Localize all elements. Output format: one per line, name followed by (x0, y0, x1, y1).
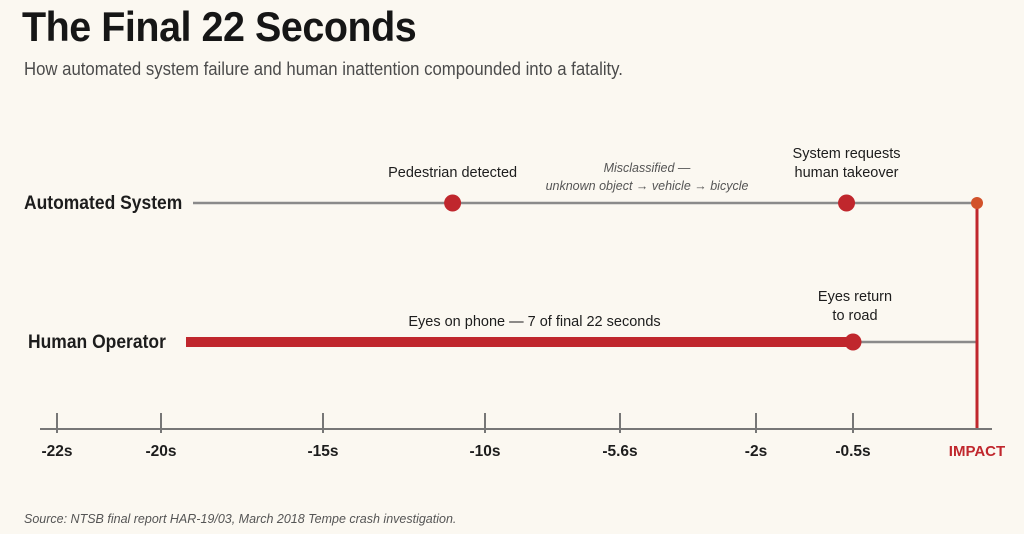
inattention-bar (186, 337, 853, 347)
system-event-label: System requests (793, 146, 901, 162)
axis-tick-label: -22s (41, 443, 72, 460)
human-lane-label: Human Operator (28, 330, 166, 352)
misclassified-note: Misclassified — (604, 161, 691, 175)
page-title: The Final 22 Seconds (22, 3, 417, 50)
misclassified-note-detail: unknown object → vehicle → bicycle (546, 179, 749, 193)
axis-tick-label: -2s (745, 443, 767, 460)
axis-tick-label: -20s (145, 443, 176, 460)
impact-label: IMPACT (949, 443, 1005, 460)
source-note: Source: NTSB final report HAR-19/03, Mar… (24, 512, 457, 526)
human-event-dot (844, 333, 862, 351)
page-subtitle: How automated system failure and human i… (24, 59, 623, 79)
system-event-dot (838, 194, 856, 212)
system-event-label: human takeover (795, 165, 899, 181)
inattention-label: Eyes on phone — 7 of final 22 seconds (408, 314, 660, 330)
timeline-diagram: Automated System Human Operator Pedestrian… (24, 146, 1005, 460)
system-lane-label: Automated System (24, 191, 182, 213)
human-event-label: Eyes return (818, 289, 892, 305)
axis-tick-label: -5.6s (602, 443, 637, 460)
axis-tick-label: -0.5s (835, 443, 870, 460)
axis-tick-label: -15s (307, 443, 338, 460)
impact-dot (971, 197, 983, 209)
system-event-label: Pedestrian detected (388, 165, 517, 181)
system-event-dot (444, 194, 462, 212)
axis-tick-label: -10s (469, 443, 500, 460)
human-event-label: to road (832, 308, 877, 324)
